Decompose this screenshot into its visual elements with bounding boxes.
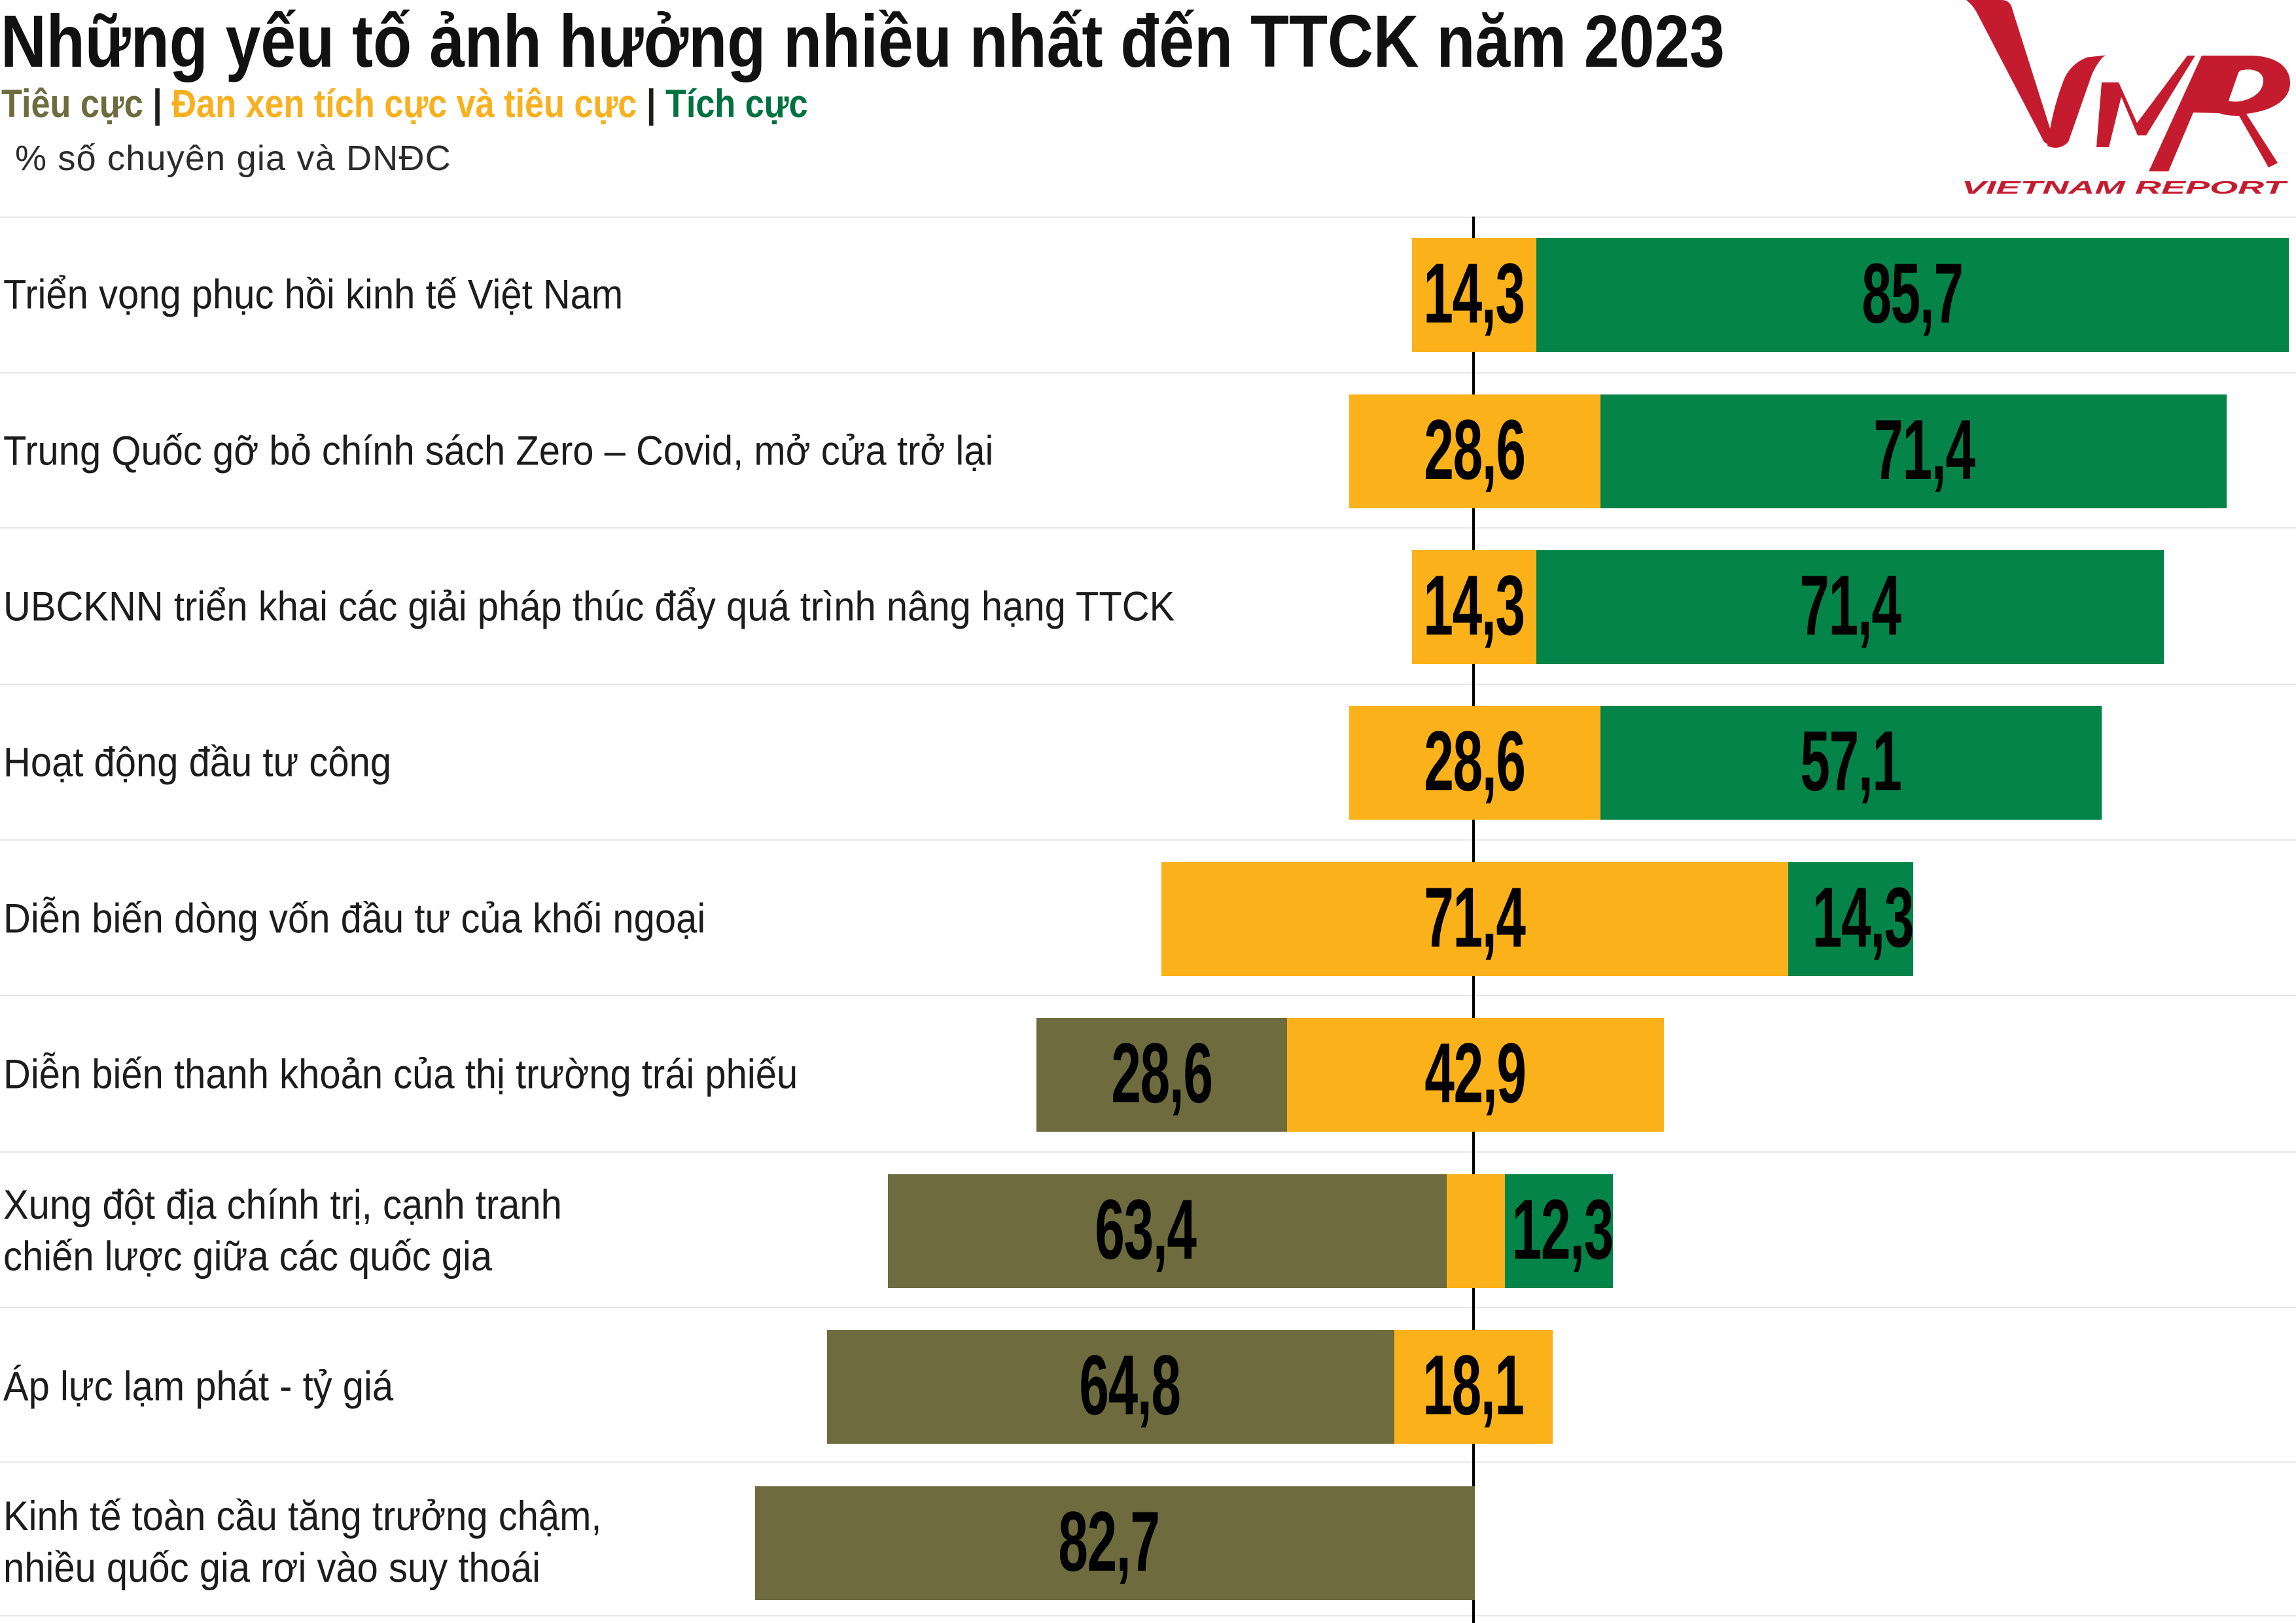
svg-text:VIETNAM REPORT: VIETNAM REPORT [1962, 177, 2289, 196]
